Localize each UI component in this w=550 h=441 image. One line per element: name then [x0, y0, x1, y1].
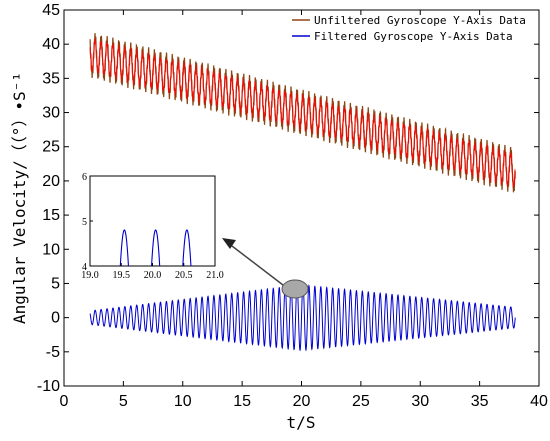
- inset-x-tick-label: 21.0: [206, 270, 224, 281]
- y-tick-label: 30: [42, 105, 60, 122]
- y-tick-label: -10: [37, 378, 60, 395]
- inset-peak-curve: [119, 229, 129, 267]
- x-tick-labels: 0 5 10 15 20 25 30 35 40: [60, 393, 548, 410]
- inset-x-tick-label: 19.5: [113, 270, 131, 281]
- x-tick-label: 30: [411, 393, 429, 410]
- axis-ticks: [63, 9, 540, 387]
- inset-y-tick-label: 5: [82, 217, 87, 228]
- zoom-arrow: [231, 245, 284, 286]
- inset-peak-curve: [151, 229, 161, 267]
- y-tick-label: 10: [42, 241, 60, 258]
- inset-x-tick-label: 20.0: [144, 270, 162, 281]
- x-tick-label: 25: [352, 393, 370, 410]
- legend: Unfiltered Gyroscope Y-Axis Data Filtere…: [292, 14, 526, 43]
- x-tick-label: 5: [119, 393, 128, 410]
- inset-ticks: 19.0 19.5 20.0 20.5 21.0 4 5 6: [81, 172, 224, 281]
- inset-series: [119, 229, 192, 267]
- x-tick-label: 15: [233, 393, 251, 410]
- inset-y-tick-label: 6: [82, 172, 87, 183]
- inset-peak-curve: [182, 229, 192, 267]
- zoom-arrow-head: [222, 238, 236, 249]
- inset-zoom: 19.0 19.5 20.0 20.5 21.0 4 5 6: [81, 172, 224, 281]
- x-axis-title: t/S: [287, 413, 316, 432]
- y-tick-label: 25: [42, 139, 60, 156]
- x-tick-label: 10: [174, 393, 192, 410]
- inset-x-tick-label: 20.5: [175, 270, 193, 281]
- legend-label-filtered: Filtered Gyroscope Y-Axis Data: [314, 30, 513, 43]
- inset-y-tick-label: 4: [82, 262, 87, 273]
- zoom-region-marker: [281, 279, 309, 299]
- y-tick-label: 5: [51, 275, 60, 292]
- y-tick-label: 35: [42, 70, 60, 87]
- x-tick-label: 0: [60, 393, 69, 410]
- series-line-unfiltered-highlight: [89, 37, 516, 188]
- y-tick-label: 0: [51, 310, 60, 327]
- y-tick-label: 15: [42, 207, 60, 224]
- x-tick-label: 20: [293, 393, 311, 410]
- y-tick-label: 20: [42, 173, 60, 190]
- inset-x-tick-label: 19.0: [81, 270, 99, 281]
- y-tick-labels: -10 -5 0 5 10 15 20 25 30 35 40 45: [37, 2, 60, 395]
- legend-label-unfiltered: Unfiltered Gyroscope Y-Axis Data: [314, 14, 526, 27]
- y-tick-label: 45: [42, 2, 60, 19]
- x-tick-label: 40: [530, 393, 548, 410]
- x-tick-label: 35: [471, 393, 489, 410]
- y-axis-title: Angular Velocity/（（°）•S⁻¹: [10, 72, 29, 324]
- y-tick-label: 40: [42, 36, 60, 53]
- y-tick-label: -5: [46, 344, 60, 361]
